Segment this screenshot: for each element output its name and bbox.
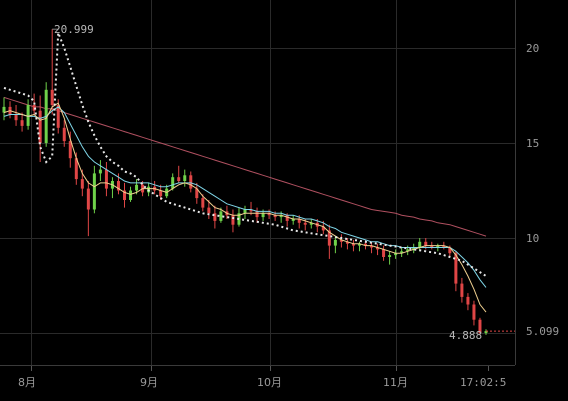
candle-body — [20, 120, 24, 126]
candle-body — [448, 247, 452, 254]
candle-body — [424, 241, 428, 246]
candle-body — [345, 241, 349, 244]
candle-body — [26, 105, 30, 126]
grid — [0, 0, 515, 371]
candle-body — [123, 190, 126, 200]
candle-body — [364, 243, 367, 246]
candle-body — [321, 226, 325, 231]
candles — [2, 29, 488, 336]
candle-body — [472, 304, 476, 320]
candle-body — [159, 190, 163, 197]
candle-body — [339, 239, 343, 242]
candle-body — [129, 190, 133, 200]
ma-mid-line — [3, 106, 487, 288]
candle-body — [56, 105, 60, 128]
candle-body — [297, 219, 301, 223]
x-tick-label: 9月 — [140, 376, 158, 389]
candle-body — [436, 245, 440, 248]
candle-body — [50, 89, 54, 105]
candle-body — [333, 239, 337, 246]
y-tick-label: 15 — [526, 137, 539, 150]
candle-body — [135, 184, 139, 191]
candle-body — [291, 219, 295, 221]
candle-body — [231, 215, 235, 225]
candle-body — [376, 247, 380, 250]
candle-body — [484, 331, 488, 333]
candle-body — [219, 211, 223, 221]
candle-body — [249, 209, 253, 212]
candle-body — [261, 213, 265, 218]
candle-body — [177, 177, 181, 181]
candle-body — [267, 213, 271, 216]
x-tick-label: 10月 — [257, 376, 282, 389]
ma-slow-layer — [3, 96, 487, 237]
candle-body — [201, 198, 205, 208]
candle-body — [303, 222, 307, 225]
candle-body — [38, 110, 42, 143]
dotted-line — [3, 32, 487, 277]
candle-body — [285, 215, 289, 221]
candle-body — [442, 245, 446, 248]
candle-body — [183, 175, 187, 181]
candle-body — [382, 249, 386, 257]
high-annotation: 20.999 — [54, 23, 94, 36]
candle-body — [327, 230, 331, 246]
last-price-label: 5.099 — [526, 325, 559, 338]
candle-body — [406, 249, 410, 252]
candle-body — [454, 253, 458, 284]
candle-body — [189, 175, 193, 189]
candle-body — [74, 158, 78, 180]
candle-body — [86, 188, 90, 210]
y-tick-label: 10 — [526, 232, 539, 245]
candle-body — [351, 243, 355, 246]
candle-body — [357, 243, 361, 246]
y-tick-label: 20 — [526, 42, 539, 55]
candle-body — [207, 207, 211, 214]
candle-body — [273, 215, 277, 218]
candle-body — [279, 215, 283, 218]
candle-body — [243, 209, 247, 214]
candle-body — [370, 245, 374, 248]
candle-body — [412, 247, 416, 250]
candle-body — [2, 106, 6, 113]
ma-slow-line — [3, 96, 487, 237]
candle-body — [394, 253, 398, 256]
candle-body — [14, 114, 18, 121]
candle-body — [466, 296, 470, 305]
x-tick-label: 8月 — [18, 376, 36, 389]
candle-body — [116, 181, 120, 191]
candle-body — [213, 213, 217, 221]
candle-body — [62, 127, 66, 142]
low-annotation: 4.888 — [449, 329, 482, 342]
current-time-label: 17:02:5 — [460, 376, 506, 389]
candle-body — [478, 319, 482, 333]
candle-body — [418, 241, 422, 248]
candle-body — [195, 188, 199, 199]
candle-body — [309, 222, 313, 225]
ma-lines — [3, 28, 515, 332]
x-tick-label: 11月 — [383, 376, 408, 389]
candle-body — [92, 173, 96, 210]
candle-body — [430, 245, 434, 248]
dotted-indicator-line — [3, 32, 487, 277]
candle-body — [255, 211, 259, 218]
candle-body — [400, 251, 404, 254]
candle-body — [68, 141, 72, 159]
candle-body — [104, 169, 108, 189]
candle-body — [388, 255, 392, 257]
candle-body — [80, 179, 84, 189]
candle-body — [98, 169, 102, 174]
candle-body — [460, 283, 464, 297]
candle-body — [171, 177, 175, 189]
ma-fast-line — [3, 102, 487, 313]
